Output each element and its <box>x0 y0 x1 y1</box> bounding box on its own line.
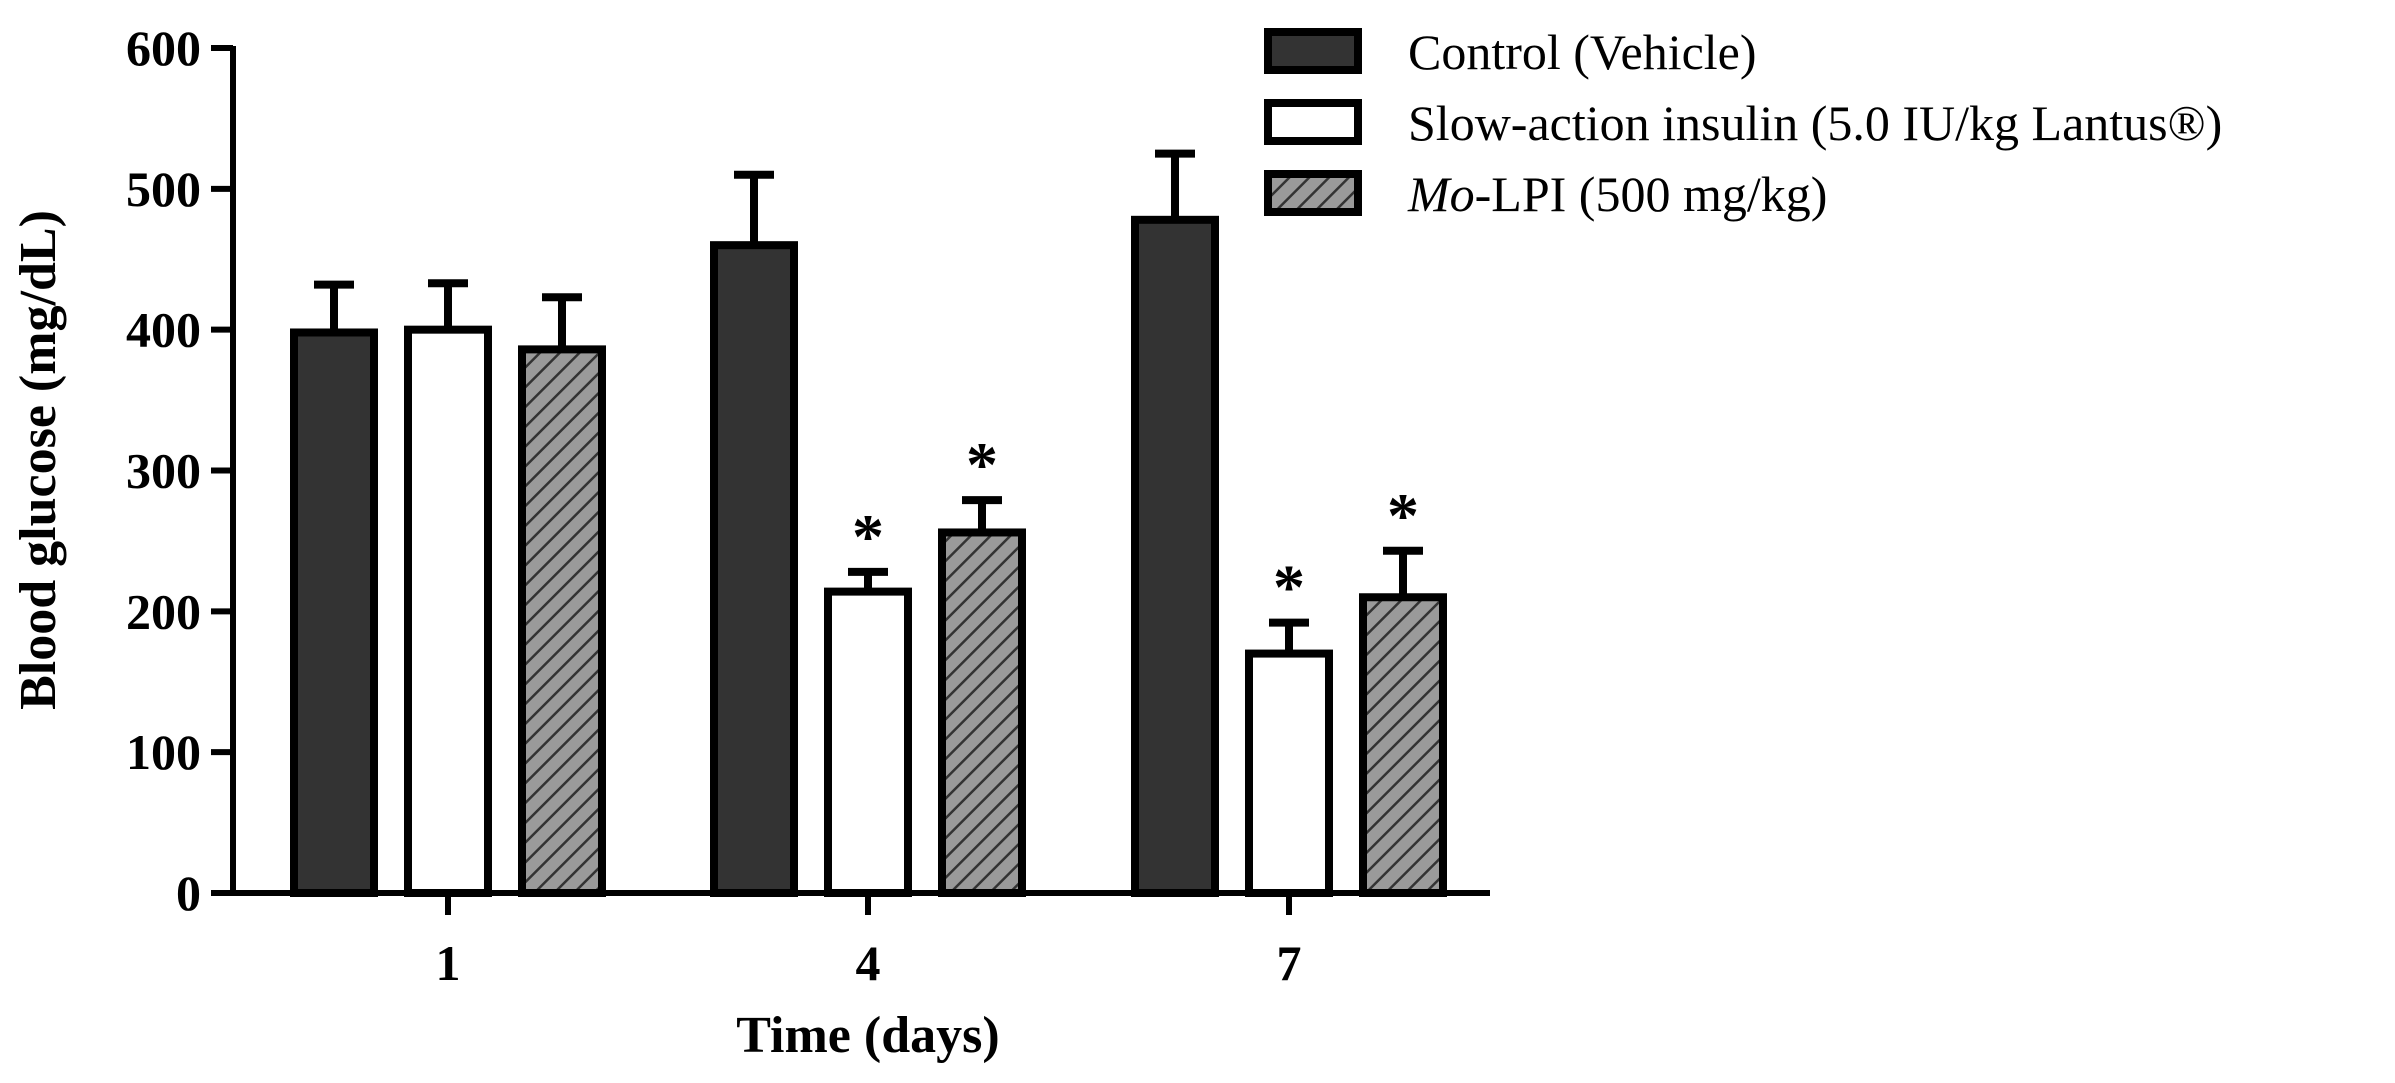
y-axis-title: Blood glucose (mg/dL) <box>10 210 67 710</box>
y-tick-label: 400 <box>126 302 201 358</box>
legend: Control (Vehicle) Slow-action insulin (5.… <box>1264 24 2222 222</box>
bar <box>710 241 798 897</box>
bar <box>1131 215 1219 898</box>
bar <box>824 587 912 897</box>
significance-marker: * <box>852 501 884 572</box>
legend-swatch <box>1264 170 1362 216</box>
legend-label: Control (Vehicle) <box>1408 24 1757 80</box>
x-tick-label: 4 <box>856 935 881 991</box>
legend-label: Slow-action insulin (5.0 IU/kg Lantus®) <box>1408 95 2222 151</box>
bar <box>938 528 1026 897</box>
bar <box>1245 649 1333 897</box>
y-tick-label: 600 <box>126 20 201 76</box>
significance-marker: * <box>1387 480 1419 551</box>
y-tick-label: 300 <box>126 443 201 499</box>
axes: 0 100 200 300 400 500 600 1 4 7 <box>126 20 1490 991</box>
y-tick-label: 100 <box>126 724 201 780</box>
bars: * * * * <box>290 149 1447 898</box>
x-tick-label: 1 <box>436 935 461 991</box>
legend-swatch <box>1264 99 1362 145</box>
bar <box>1359 593 1447 897</box>
significance-marker: * <box>966 429 998 500</box>
significance-marker: * <box>1273 552 1305 623</box>
bar <box>518 345 606 897</box>
legend-label: Mo-LPI (500 mg/kg) <box>1407 166 1827 222</box>
y-tick-label: 0 <box>176 865 201 921</box>
x-axis-title: Time (days) <box>736 1007 999 1064</box>
x-tick-label: 7 <box>1277 935 1302 991</box>
bar <box>290 328 378 897</box>
bar <box>404 325 492 897</box>
y-tick-label: 200 <box>126 583 201 639</box>
y-tick-label: 500 <box>126 161 201 217</box>
legend-swatch <box>1264 28 1362 74</box>
